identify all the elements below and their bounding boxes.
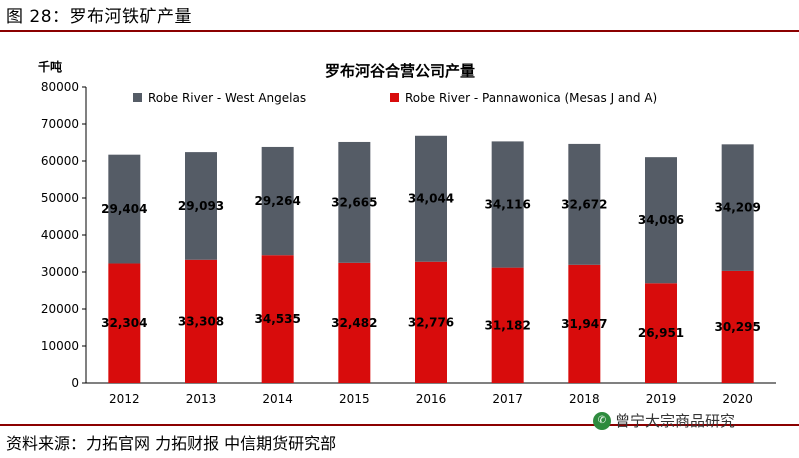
bar-west-angelas — [108, 154, 141, 264]
x-tick-label: 2015 — [339, 392, 370, 406]
x-tick-label: 2019 — [646, 392, 677, 406]
bar-pannawonica — [415, 261, 447, 383]
data-label: 29,404 — [101, 202, 147, 216]
wechat-icon: ✆ — [593, 411, 611, 430]
y-tick-label: 30000 — [41, 265, 79, 279]
watermark: ✆ 曾宁大宗商品研究 — [593, 410, 735, 431]
bar-pannawonica — [568, 264, 601, 383]
data-label: 29,264 — [255, 194, 301, 208]
bar-west-angelas — [491, 141, 524, 268]
y-tick-label: 70000 — [41, 117, 79, 131]
bar-pannawonica — [338, 262, 371, 383]
top-rule — [0, 30, 799, 32]
y-unit-label: 千吨 — [38, 59, 62, 74]
data-label: 34,535 — [255, 312, 301, 326]
bar-west-angelas — [338, 141, 371, 263]
legend-label: Robe River - Pannawonica (Mesas J and A) — [405, 91, 657, 105]
data-label: 30,295 — [715, 320, 761, 334]
bar-pannawonica — [261, 255, 294, 383]
x-tick-label: 2018 — [569, 392, 600, 406]
data-label: 32,304 — [101, 316, 147, 330]
legend-label: Robe River - West Angelas — [148, 91, 306, 105]
data-label: 34,116 — [485, 198, 531, 212]
bottom-rule — [0, 424, 799, 426]
bar-pannawonica — [721, 270, 754, 383]
x-tick-label: 2017 — [492, 392, 523, 406]
bar-west-angelas — [721, 144, 754, 271]
data-label: 26,951 — [638, 326, 684, 340]
y-tick-label: 20000 — [41, 302, 79, 316]
data-label: 32,672 — [561, 197, 607, 211]
bar-pannawonica — [645, 283, 677, 383]
data-label: 32,482 — [331, 316, 377, 330]
data-label: 34,086 — [638, 213, 684, 227]
data-label: 33,308 — [178, 314, 224, 328]
legend-swatch — [133, 93, 142, 102]
legend-swatch — [390, 93, 399, 102]
x-tick-label: 2020 — [722, 392, 753, 406]
x-tick-label: 2016 — [416, 392, 447, 406]
stacked-bar-chart: 罗布河谷合营公司产量 千吨 0 10000 20000 30000 40000 50000 60… — [38, 59, 776, 406]
bar-west-angelas — [185, 152, 217, 260]
data-label: 34,044 — [408, 192, 454, 206]
bar-pannawonica — [185, 259, 217, 383]
data-label: 29,093 — [178, 199, 224, 213]
bar-west-angelas — [568, 143, 601, 265]
y-tick-label: 40000 — [41, 228, 79, 242]
source-note: 资料来源：力拓官网 力拓财报 中信期货研究部 — [6, 434, 337, 453]
bar-pannawonica — [491, 267, 524, 383]
data-label: 34,209 — [715, 201, 761, 215]
figure-title: 图 28：罗布河铁矿产量 — [6, 7, 193, 27]
y-tick-label: 80000 — [41, 80, 79, 94]
data-label: 32,776 — [408, 315, 454, 329]
x-tick-label: 2014 — [262, 392, 293, 406]
data-label: 31,947 — [561, 317, 607, 331]
y-tick-label: 10000 — [41, 339, 79, 353]
y-tick-label: 50000 — [41, 191, 79, 205]
bar-west-angelas — [415, 135, 447, 262]
y-tick-label: 0 — [71, 376, 79, 390]
y-tick-label: 60000 — [41, 154, 79, 168]
bar-west-angelas — [261, 146, 294, 256]
chart-title: 罗布河谷合营公司产量 — [325, 62, 475, 80]
x-tick-label: 2013 — [186, 392, 217, 406]
bar-west-angelas — [645, 157, 677, 284]
data-label: 31,182 — [485, 318, 531, 332]
watermark-text: 曾宁大宗商品研究 — [615, 412, 736, 430]
x-tick-label: 2012 — [109, 392, 140, 406]
data-label: 32,665 — [331, 195, 377, 209]
bar-pannawonica — [108, 263, 141, 383]
